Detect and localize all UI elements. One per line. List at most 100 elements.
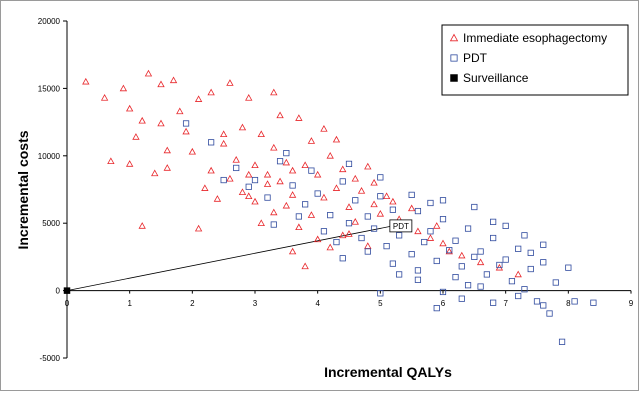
- annotation-label: PDT: [393, 222, 409, 231]
- pdt-point: [490, 218, 497, 225]
- pdt-point: [452, 274, 459, 281]
- immediate-esophagectomy-point: [107, 157, 115, 164]
- pdt-point: [377, 174, 384, 181]
- pdt-point: [508, 278, 516, 285]
- pdt-point: [283, 150, 290, 157]
- pdt-point: [471, 203, 478, 211]
- pdt-point: [220, 176, 227, 184]
- immediate-esophagectomy-point: [151, 169, 159, 177]
- immediate-esophagectomy-point: [407, 204, 416, 212]
- immediate-esophagectomy-point: [313, 170, 322, 178]
- pdt-point: [208, 139, 215, 146]
- immediate-esophagectomy-point: [251, 161, 259, 169]
- pdt-point: [433, 305, 440, 312]
- pdt-point: [452, 237, 459, 244]
- pdt-point: [389, 206, 396, 213]
- immediate-esophagectomy-point: [433, 222, 441, 229]
- x-tick-label: 7: [503, 299, 508, 308]
- pdt-point: [590, 299, 597, 306]
- immediate-esophagectomy-point: [219, 130, 228, 138]
- pdt-point: [477, 248, 484, 255]
- legend-marker-pdt: [450, 54, 458, 62]
- pdt-point: [383, 243, 390, 250]
- pdt-point: [408, 191, 415, 198]
- legend-marker-immediate-esophagectomy: [449, 33, 459, 42]
- pdt-point: [377, 193, 384, 200]
- immediate-esophagectomy-point: [257, 130, 265, 138]
- immediate-esophagectomy-point: [257, 219, 265, 227]
- pdt-point: [245, 183, 252, 190]
- x-axis-title: Incremental QALYs: [324, 364, 452, 380]
- immediate-esophagectomy-point: [276, 177, 284, 185]
- immediate-esophagectomy-point: [238, 123, 247, 131]
- pdt-point: [389, 260, 396, 267]
- immediate-esophagectomy-point: [163, 146, 171, 154]
- immediate-esophagectomy-point: [138, 116, 146, 124]
- immediate-esophagectomy-point: [132, 133, 140, 140]
- immediate-esophagectomy-point: [163, 164, 171, 171]
- immediate-esophagectomy-point: [370, 200, 378, 208]
- immediate-esophagectomy-point: [219, 139, 228, 147]
- immediate-esophagectomy-point: [245, 170, 253, 178]
- immediate-esophagectomy-point: [238, 188, 247, 195]
- immediate-esophagectomy-point: [270, 208, 278, 216]
- immediate-esophagectomy-point: [339, 231, 347, 239]
- x-tick-label: 8: [566, 299, 571, 308]
- pdt-point: [276, 158, 284, 165]
- y-tick-label: -5000: [40, 354, 61, 363]
- immediate-esophagectomy-point: [288, 247, 297, 255]
- immediate-esophagectomy-point: [157, 119, 165, 127]
- immediate-esophagectomy-point: [251, 197, 259, 205]
- immediate-esophagectomy-point: [226, 174, 234, 182]
- immediate-esophagectomy-point: [194, 224, 203, 232]
- immediate-esophagectomy-point: [357, 187, 366, 194]
- immediate-esophagectomy-point: [138, 222, 146, 229]
- pdt-point: [552, 279, 559, 286]
- y-tick-label: 20000: [38, 17, 61, 26]
- legend-label: PDT: [463, 51, 488, 65]
- immediate-esophagectomy-point: [382, 192, 391, 200]
- pdt-point: [433, 257, 440, 265]
- pdt-point: [327, 212, 334, 219]
- pdt-point: [345, 160, 353, 167]
- immediate-esophagectomy-point: [301, 161, 309, 169]
- pdt-point: [464, 225, 472, 232]
- immediate-esophagectomy-point: [182, 127, 190, 135]
- pdt-point: [364, 213, 371, 220]
- pdt-point: [477, 283, 484, 290]
- pdt-point: [421, 238, 428, 246]
- immediate-esophagectomy-point: [332, 184, 341, 191]
- immediate-esophagectomy-point: [345, 230, 353, 237]
- immediate-esophagectomy-point: [226, 79, 234, 86]
- pdt-point: [540, 241, 547, 248]
- pdt-point: [571, 298, 578, 305]
- immediate-esophagectomy-point: [169, 76, 178, 84]
- pdt-point: [358, 234, 365, 242]
- immediate-esophagectomy-point: [119, 84, 128, 92]
- immediate-esophagectomy-point: [389, 197, 397, 205]
- immediate-esophagectomy-point: [514, 270, 522, 278]
- pdt-point: [527, 265, 534, 273]
- immediate-esophagectomy-point: [270, 88, 278, 96]
- pdt-point: [345, 220, 353, 227]
- pdt-point: [521, 286, 528, 293]
- immediate-esophagectomy-point: [351, 174, 359, 182]
- immediate-esophagectomy-point: [313, 235, 322, 243]
- immediate-esophagectomy-point: [364, 162, 372, 170]
- immediate-esophagectomy-point: [339, 165, 347, 173]
- immediate-esophagectomy-point: [345, 203, 353, 210]
- pdt-point: [471, 253, 478, 260]
- y-tick-label: 0: [56, 287, 61, 296]
- immediate-esophagectomy-point: [263, 170, 272, 178]
- surveillance-point: [63, 287, 71, 294]
- pdt-point: [540, 302, 547, 309]
- immediate-esophagectomy-point: [326, 243, 334, 251]
- immediate-esophagectomy-point: [439, 239, 447, 247]
- immediate-esophagectomy-point: [426, 234, 435, 241]
- immediate-esophagectomy-point: [320, 193, 328, 201]
- pdt-point: [427, 228, 434, 235]
- immediate-esophagectomy-point: [144, 69, 153, 77]
- immediate-esophagectomy-point: [370, 178, 378, 186]
- pdt-point: [408, 251, 415, 258]
- x-tick-label: 5: [378, 299, 383, 308]
